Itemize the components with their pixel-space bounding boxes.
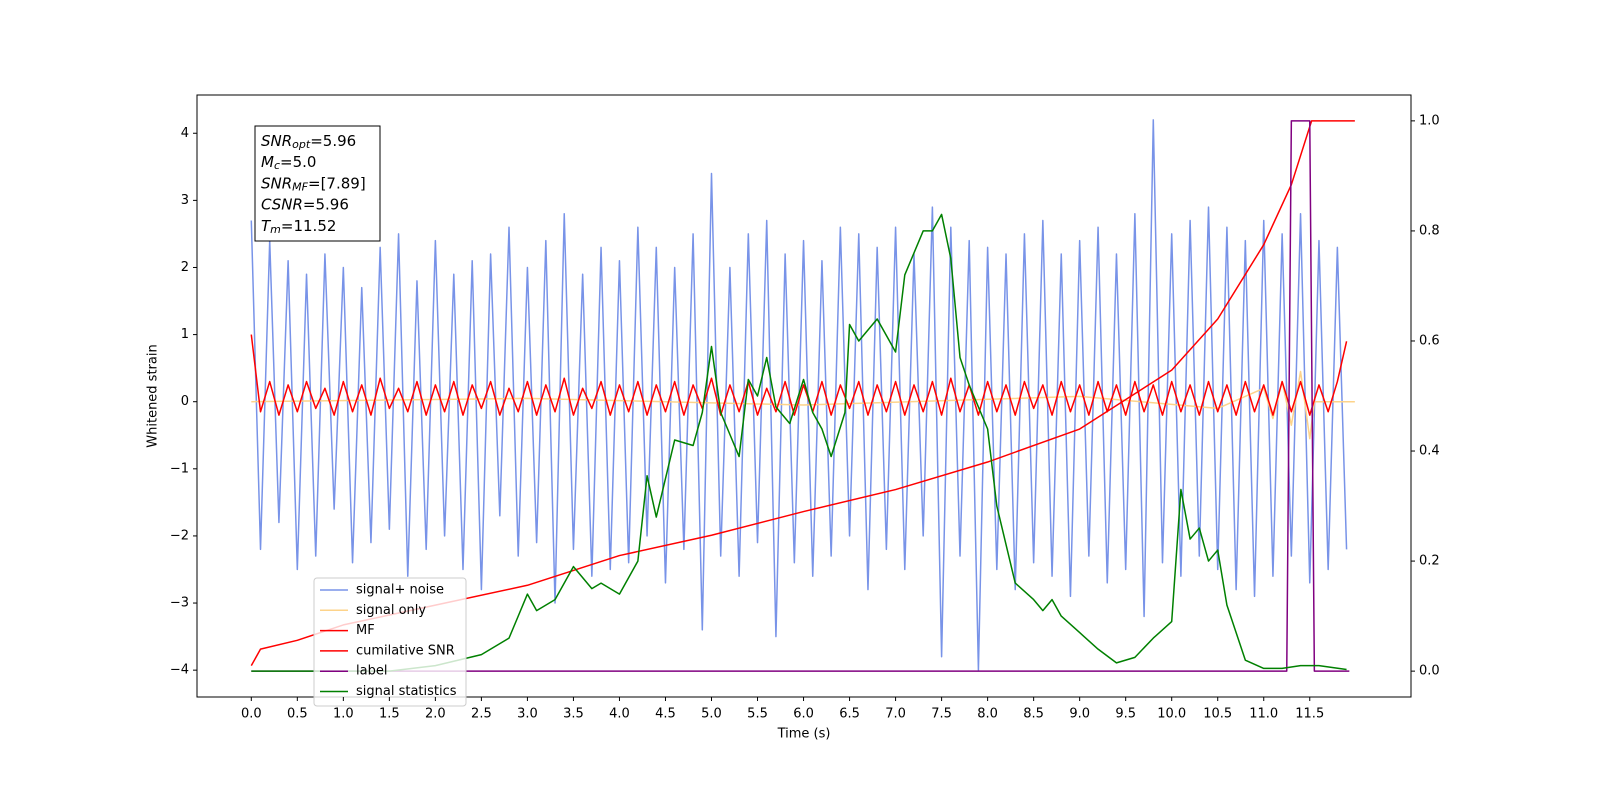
- y-tick-label: 3: [181, 193, 189, 208]
- legend-frame: [313, 577, 467, 707]
- annotation-line: CSNR=5.96: [261, 195, 349, 213]
- legend: signal+ noise signal only MF cumilative SNR…: [313, 577, 467, 707]
- annotation-subscript: m: [270, 223, 281, 236]
- x-tick-label: 11.0: [1249, 707, 1278, 722]
- x-tick-label: 2.0: [425, 707, 446, 722]
- x-axis-label: Time (s): [777, 727, 831, 742]
- annotation-value: =5.96: [310, 132, 356, 150]
- annotation-subscript: opt: [292, 138, 311, 151]
- annotation-symbol: SNR: [261, 174, 292, 192]
- x-tick-label: 1.0: [333, 707, 354, 722]
- x-tick-label: 11.5: [1295, 707, 1324, 722]
- x-tick-label: 9.0: [1069, 707, 1090, 722]
- annotation-value: =11.52: [281, 216, 337, 234]
- x-tick-label: 7.0: [885, 707, 906, 722]
- x-tick-label: 6.0: [793, 707, 814, 722]
- x-tick-label: 3.0: [517, 707, 538, 722]
- y2-tick-label: 0.2: [1419, 554, 1440, 569]
- x-tick-label: 3.5: [563, 707, 584, 722]
- annotation-value: =5.0: [280, 153, 316, 171]
- annotation-line: Tm=11.52: [261, 216, 336, 236]
- x-tick-label: 4.0: [609, 707, 630, 722]
- annotation-line: SNRopt=5.96: [261, 132, 356, 152]
- legend-label: signal only: [356, 603, 426, 618]
- y-axis-label: Whitened strain: [146, 344, 161, 447]
- y-tick-label: 0: [181, 394, 189, 409]
- x-tick-label: 6.5: [839, 707, 860, 722]
- legend-label: cumilative SNR: [356, 643, 455, 658]
- annotation-value: =5.96: [303, 195, 349, 213]
- x-tick-label: 0.0: [241, 707, 262, 722]
- x-tick-label: 0.5: [287, 707, 308, 722]
- series-line: [251, 213, 1347, 672]
- y2-tick-label: 0.6: [1419, 333, 1440, 348]
- annotation-symbol: T: [261, 216, 272, 234]
- y-tick-label: −2: [170, 528, 189, 543]
- annotation-subscript: MF: [292, 180, 308, 193]
- x-tick-label: 10.5: [1203, 707, 1232, 722]
- series-line: [250, 334, 1348, 416]
- x-tick-label: 5.5: [747, 707, 768, 722]
- annotation-value: =[7.89]: [308, 174, 366, 192]
- x-tick-label: 7.5: [931, 707, 952, 722]
- legend-label: signal statistics: [356, 684, 457, 699]
- x-tick-label: 4.5: [655, 707, 676, 722]
- y2-tick-label: 0.0: [1419, 664, 1440, 679]
- y-tick-label: −3: [170, 596, 189, 611]
- annotation-frame: [254, 125, 381, 242]
- x-tick-label: 1.5: [379, 707, 400, 722]
- x-tick-label: 10.0: [1157, 707, 1186, 722]
- annotation-line: SNRMF=[7.89]: [261, 174, 366, 194]
- annotation-symbol: CSNR: [261, 195, 303, 213]
- annotation-box: SNRopt=5.96Mc=5.0SNRMF=[7.89]CSNR=5.96Tm…: [254, 125, 381, 242]
- annotation-symbol: SNR: [261, 132, 292, 150]
- x-tick-label: 9.5: [1115, 707, 1136, 722]
- legend-label: signal+ noise: [356, 583, 444, 598]
- y-tick-label: −4: [170, 663, 189, 678]
- legend-label: MF: [356, 623, 375, 638]
- series-line: [251, 370, 1355, 440]
- annotation-line: Mc=5.0: [261, 153, 316, 173]
- y2-tick-label: 0.4: [1419, 444, 1440, 459]
- x-tick-label: 5.0: [701, 707, 722, 722]
- x-tick-label: 2.5: [471, 707, 492, 722]
- y2-tick-label: 0.8: [1419, 223, 1440, 238]
- y2-tick-label: 1.0: [1419, 113, 1440, 128]
- y-tick-label: 1: [181, 327, 189, 342]
- legend-label: label: [356, 664, 387, 679]
- x-tick-label: 8.0: [977, 707, 998, 722]
- annotation-subscript: c: [274, 159, 280, 172]
- series-line: [251, 120, 1350, 672]
- y-tick-label: −1: [170, 461, 189, 476]
- annotation-symbol: M: [261, 153, 274, 171]
- y-tick-label: 4: [181, 126, 189, 141]
- y-tick-label: 2: [181, 260, 189, 275]
- x-tick-label: 8.5: [1023, 707, 1044, 722]
